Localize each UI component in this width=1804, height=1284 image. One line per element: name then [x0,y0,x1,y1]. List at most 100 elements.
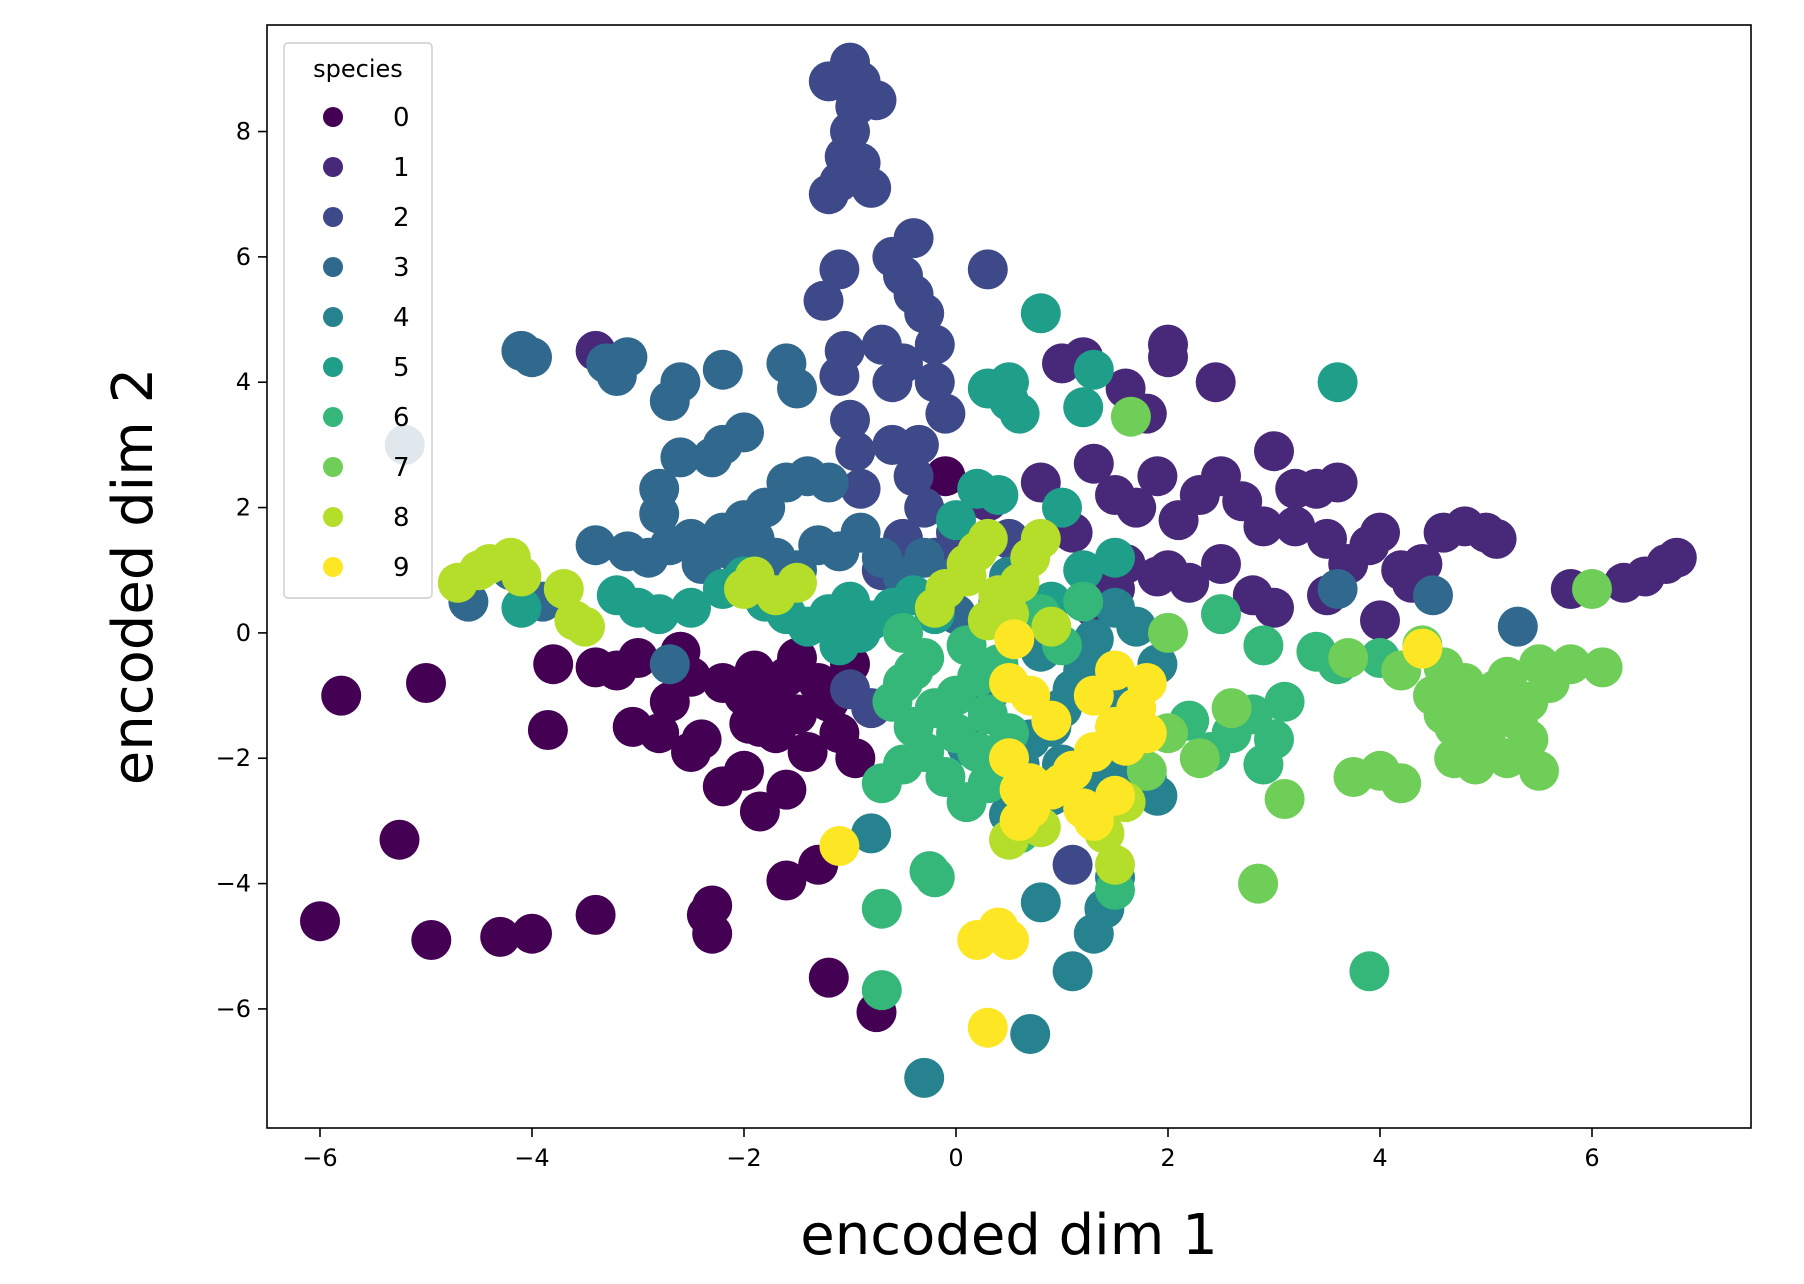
legend-entry-1: 1 [323,153,410,183]
point-species-0 [766,860,807,901]
point-species-2 [893,456,934,497]
point-species-3 [512,337,552,378]
legend-marker [323,457,343,477]
x-tick-label: 6 [1584,1144,1599,1172]
point-species-3 [904,537,945,578]
point-species-6 [909,851,950,892]
point-species-0 [766,769,807,810]
point-species-0 [379,819,420,860]
point-species-5 [1073,349,1114,390]
point-species-4 [851,813,892,854]
x-tick-label: 4 [1372,1144,1387,1172]
legend-title: species [313,55,403,83]
point-species-4 [1073,619,1114,660]
point-species-2 [824,330,865,371]
point-species-3 [639,493,680,534]
point-species-7 [1550,644,1591,685]
point-species-1 [1195,362,1236,403]
series-8 [437,518,1146,885]
point-species-6 [1201,594,1241,635]
series-2 [803,42,1093,885]
point-species-6 [1243,625,1284,666]
legend-entry-6: 6 [323,403,410,433]
point-species-3 [649,644,690,685]
y-tick-label: −2 [216,744,251,772]
point-species-2 [830,399,870,440]
point-species-1 [1148,337,1188,378]
point-species-8 [565,606,605,647]
point-species-6 [1063,581,1104,622]
point-species-7 [1423,694,1464,735]
point-species-9 [994,619,1035,660]
x-tick-label: 0 [948,1144,963,1172]
point-species-5 [1095,537,1135,578]
point-species-1 [1116,487,1157,528]
point-species-1 [1254,431,1294,472]
point-species-0 [411,920,452,960]
legend-label: 4 [393,303,410,333]
point-species-6 [1243,744,1284,785]
point-species-0 [739,791,780,832]
point-species-2 [898,424,939,465]
legend: species 0 1 2 3 4 5 6 7 8 9 [283,42,433,599]
point-species-8 [543,569,584,609]
point-species-1 [1317,462,1358,503]
point-species-1 [1243,506,1284,547]
point-species-7 [1508,719,1549,760]
point-species-0 [835,738,876,779]
point-species-9 [1042,763,1082,804]
point-species-4 [904,1057,945,1098]
legend-label: 3 [393,253,410,283]
point-species-6 [1264,681,1305,722]
point-species-9 [1126,713,1167,754]
point-species-7 [1238,863,1279,904]
point-species-3 [660,437,701,478]
x-tick-label: −6 [302,1144,337,1172]
point-species-5 [1020,293,1061,334]
legend-entries: 0 1 2 3 4 5 6 7 8 9 [323,103,410,583]
legend-label: 2 [393,203,410,233]
series-9 [819,619,1443,1048]
y-axis-label: encoded dim 2 [101,368,166,785]
point-species-3 [777,368,817,409]
point-species-2 [893,218,934,259]
y-tick-label: 4 [236,368,251,396]
point-species-0 [787,732,828,772]
plot-frame [266,24,1752,1129]
series-0 [300,456,966,1033]
point-species-1 [1275,506,1316,547]
point-species-1 [1201,544,1241,584]
legend-label: 7 [393,453,410,483]
point-species-3 [1497,606,1538,647]
point-species-2 [904,293,945,334]
point-species-5 [819,625,860,666]
point-species-2 [904,487,945,528]
point-species-1 [1360,512,1400,553]
point-species-4 [1010,1014,1051,1054]
point-species-0 [808,957,849,998]
point-species-6 [861,970,902,1011]
point-species-1 [1402,544,1443,584]
point-species-9 [999,800,1040,841]
point-species-1 [1656,537,1697,578]
x-axis-label: encoded dim 1 [800,1203,1217,1268]
point-species-8 [1095,844,1135,885]
legend-box [283,42,433,599]
legend-label: 5 [393,353,410,383]
point-species-9 [1010,763,1051,804]
point-species-9 [1073,675,1114,716]
point-species-2 [872,362,913,403]
y-tick-label: 6 [236,243,251,271]
point-species-3 [808,462,849,503]
y-tick-label: −6 [216,995,251,1023]
legend-marker [323,157,343,177]
point-species-2 [835,431,876,472]
point-species-8 [777,562,817,603]
point-species-2 [840,468,881,509]
legend-marker [323,407,343,427]
legend-entry-4: 4 [323,303,410,333]
point-species-5 [1063,387,1104,428]
point-species-9 [989,920,1029,960]
point-species-9 [1126,663,1167,703]
point-species-8 [1020,518,1061,559]
